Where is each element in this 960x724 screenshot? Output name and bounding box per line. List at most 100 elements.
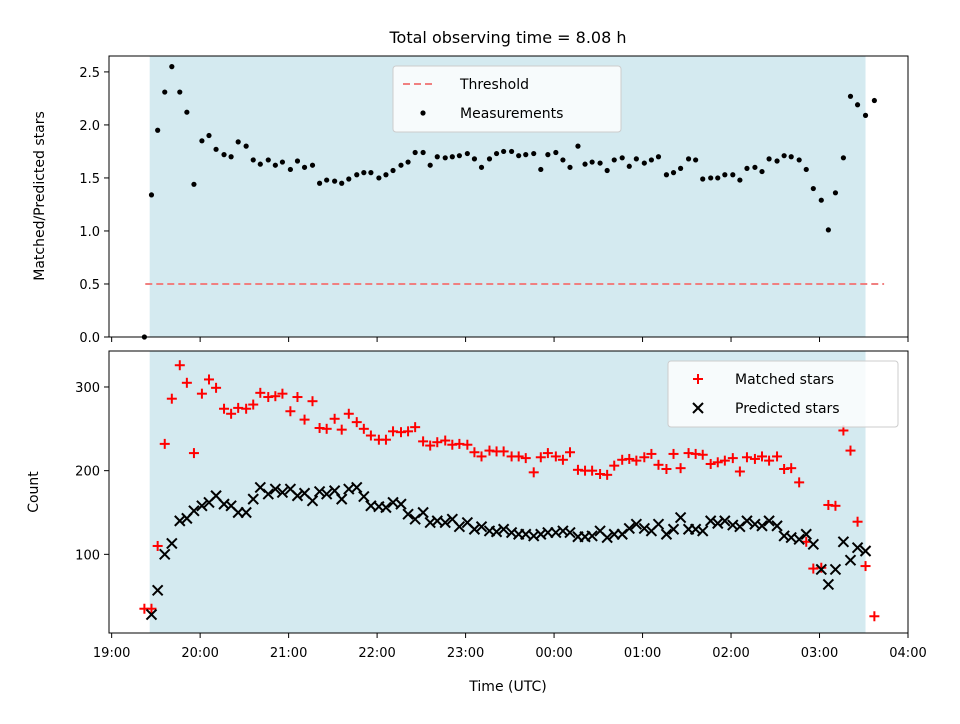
matched-point: [211, 382, 222, 393]
measurement-point: [781, 153, 787, 159]
predicted-point: [151, 584, 164, 597]
measurement-point: [508, 148, 515, 155]
measurement-point: [294, 158, 301, 164]
measurement-point: [493, 150, 500, 157]
measurement-point: [361, 170, 367, 176]
legend-box: [667, 360, 899, 428]
predicted-point: [756, 520, 768, 532]
matched-point: [646, 448, 657, 459]
predicted-point: [145, 608, 158, 621]
matched-point: [727, 453, 738, 464]
predicted-point: [247, 493, 259, 505]
predicted-point: [380, 501, 392, 514]
measurement-point: [744, 165, 750, 171]
measurement-point: [199, 138, 205, 144]
predicted-point: [763, 515, 775, 527]
measurement-point: [339, 180, 345, 186]
y-tick-label: 2.5: [79, 66, 100, 81]
measurement-point: [545, 152, 551, 158]
legend-label: Predicted stars: [735, 401, 840, 417]
matched-point: [146, 603, 157, 614]
predicted-point: [174, 515, 186, 527]
ratio-panel: 0.0 0.5 1.0 1.5 2.0 2.5 Matched/Predicted sta…: [32, 55, 909, 346]
measurement-point: [213, 146, 219, 152]
x-tick-label: 23:00: [447, 646, 484, 661]
predicted-point: [320, 488, 333, 500]
y-tick-label: 0.5: [79, 278, 100, 293]
measurement-point: [655, 154, 662, 160]
measurement-point: [832, 190, 839, 196]
matched-point: [749, 453, 760, 464]
measurement-point: [471, 156, 478, 162]
matched-point: [188, 448, 199, 459]
measurement-point: [752, 164, 758, 170]
measurement-point: [169, 64, 175, 70]
measurement-point: [405, 159, 411, 165]
predicted-point: [276, 486, 289, 499]
measurement-point: [376, 175, 382, 181]
measurement-point: [184, 109, 190, 115]
predicted-point: [674, 511, 687, 524]
predicted-point: [638, 522, 651, 535]
measurement-point: [287, 166, 293, 173]
matched-point: [329, 413, 340, 424]
legend-predicted-swatch: [692, 402, 704, 414]
predicted-point: [336, 493, 348, 505]
measurement-point: [456, 153, 462, 159]
measurement-point: [538, 166, 544, 173]
predicted-point: [313, 485, 326, 498]
measurement-point: [243, 143, 249, 149]
measurement-point: [685, 156, 692, 162]
x-tick-label: 01:00: [624, 646, 661, 661]
matched-point: [248, 399, 259, 410]
y-tick-label: 100: [75, 548, 100, 563]
predicted-point: [240, 506, 252, 519]
predicted-point: [719, 515, 731, 527]
matched-point: [241, 403, 252, 414]
legend-label: Measurements: [460, 106, 563, 122]
x-tick-label: 21:00: [270, 646, 307, 661]
measurement-point: [700, 176, 706, 182]
measurement-point: [803, 166, 809, 173]
measurement-point: [862, 112, 869, 118]
matched-point: [425, 440, 436, 451]
measurement-point: [796, 157, 802, 163]
measurement-point: [478, 164, 485, 170]
y-tick-label: 200: [75, 465, 100, 480]
matched-point: [757, 451, 768, 462]
measurement-point: [148, 192, 155, 198]
matched-point: [609, 460, 620, 471]
measurement-point: [501, 148, 507, 155]
matched-point: [668, 448, 679, 459]
predicted-point: [623, 522, 635, 535]
predicted-point: [851, 541, 864, 554]
predicted-point: [453, 521, 466, 533]
measurement-point: [818, 197, 824, 203]
predicted-point: [188, 505, 200, 517]
legend-measurement-swatch: [420, 110, 426, 116]
predicted-point: [601, 531, 613, 544]
predicted-point: [497, 523, 510, 535]
measurement-point: [228, 154, 234, 160]
matched-point: [675, 463, 686, 474]
measurement-point: [854, 102, 861, 108]
matched-point: [557, 454, 568, 465]
matched-point: [159, 438, 170, 449]
measurement-point: [708, 175, 714, 181]
measurement-point: [301, 164, 308, 170]
matched-point: [476, 451, 487, 462]
matched-point: [520, 453, 531, 464]
measurement-point: [235, 139, 241, 145]
measurement-point: [442, 155, 448, 161]
measurement-point: [825, 227, 831, 233]
matched-point: [285, 406, 296, 417]
measurement-point: [589, 159, 595, 165]
matched-point: [203, 374, 214, 385]
predicted-point: [630, 518, 643, 530]
matched-point: [587, 465, 598, 476]
matched-point: [535, 452, 546, 463]
y-tick-label: 2.0: [79, 119, 100, 134]
matched-point: [380, 434, 391, 445]
matched-point: [513, 451, 524, 462]
